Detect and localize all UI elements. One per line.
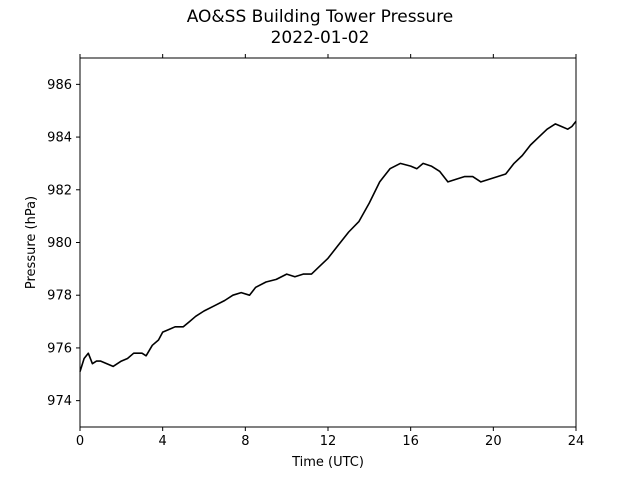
y-tick-label: 980: [47, 236, 72, 251]
chart-subtitle: 2022-01-02: [270, 28, 370, 48]
x-tick-label: 20: [485, 434, 502, 449]
y-tick-label: 984: [47, 131, 72, 146]
y-tick-label: 978: [47, 289, 72, 304]
y-tick-label: 982: [47, 183, 72, 198]
plot-frame: [79, 57, 577, 428]
chart-title-block: AO&SS Building Tower Pressure 2022-01-02: [0, 7, 640, 49]
x-tick-label: 12: [320, 434, 337, 449]
x-tick-label: 24: [568, 434, 585, 449]
pressure-series-line: [79, 120, 577, 372]
ticks-layer: 0 4 8 12 16 20 24 974 976 978 980 982 984 986: [47, 54, 584, 449]
x-tick-label: 8: [241, 434, 249, 449]
x-tick-label: 4: [159, 434, 167, 449]
y-axis-label: Pressure (hPa): [24, 196, 39, 289]
chart-title: AO&SS Building Tower Pressure: [186, 7, 454, 27]
y-tick-label: 986: [47, 78, 72, 93]
x-tick-label: 16: [402, 434, 419, 449]
x-tick-label: 0: [76, 434, 84, 449]
y-tick-label: 976: [47, 341, 72, 356]
y-tick-label: 974: [47, 394, 72, 409]
x-axis-label: Time (UTC): [291, 455, 364, 470]
